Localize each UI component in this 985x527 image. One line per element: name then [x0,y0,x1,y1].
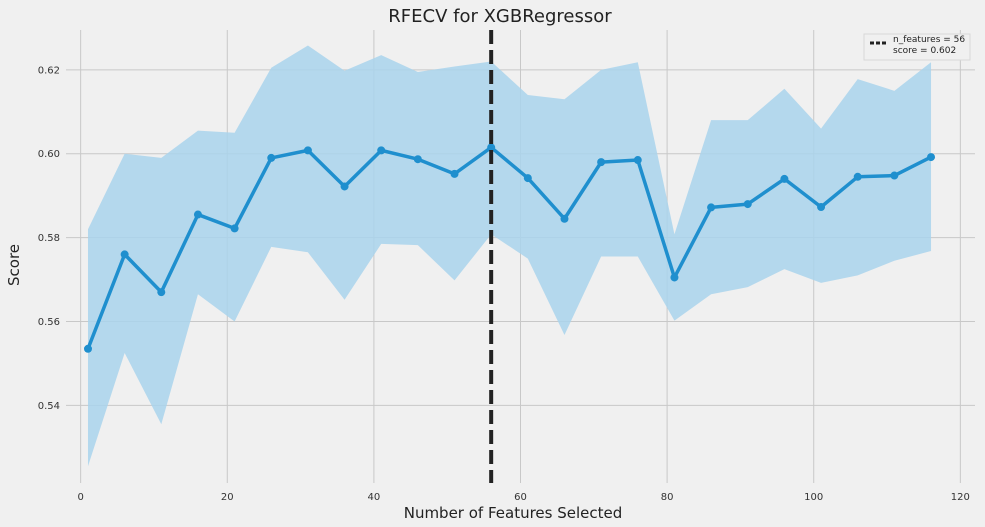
score-point-26 [267,153,276,162]
score-point-36 [340,182,349,191]
x-axis-label: Number of Features Selected [404,504,623,522]
legend-line1: n_features = 56 [893,35,965,45]
x-tick-label-0: 0 [77,492,83,503]
legend-line2: score = 0.602 [893,46,956,56]
score-point-56 [487,143,496,152]
score-point-116 [927,153,936,162]
score-point-41 [377,146,386,155]
y-tick-label-0.62: 0.62 [38,65,60,76]
x-axis-ticks: 0 20 40 60 80 100 120 [77,492,969,503]
y-axis-label: Score [5,244,23,286]
y-tick-label-0.54: 0.54 [38,401,60,412]
legend: n_features = 56 score = 0.602 [863,33,971,61]
score-point-71 [597,158,606,167]
x-tick-label-100: 100 [804,492,823,503]
score-point-96 [780,174,789,183]
score-points [83,143,936,353]
mean-score-polyline [86,145,932,350]
score-point-21 [230,224,239,233]
score-line [86,145,932,350]
score-point-101 [817,203,826,212]
score-point-1 [83,344,92,353]
score-point-51 [450,169,459,178]
score-point-111 [890,171,899,180]
chart-title: RFECV for XGBRegressor [388,6,612,27]
legend-box [863,33,971,61]
score-point-46 [413,155,422,164]
x-tick-label-120: 120 [951,492,970,503]
y-tick-label-0.56: 0.56 [38,317,60,328]
score-point-86 [707,203,716,212]
score-point-81 [670,273,679,282]
y-axis-ticks: 0.54 0.56 0.58 0.60 0.62 [38,65,60,412]
score-point-66 [560,214,569,223]
score-point-106 [853,172,862,181]
y-tick-label-0.60: 0.60 [38,149,60,160]
score-point-11 [157,288,166,297]
score-point-61 [523,174,532,183]
score-point-91 [743,200,752,209]
score-point-6 [120,250,129,259]
y-tick-label-0.58: 0.58 [38,233,60,244]
score-point-16 [193,210,202,219]
x-tick-label-40: 40 [368,492,381,503]
x-tick-label-60: 60 [514,492,527,503]
x-tick-label-80: 80 [661,492,674,503]
score-point-76 [633,156,642,165]
score-point-31 [303,146,312,155]
x-tick-label-20: 20 [221,492,234,503]
